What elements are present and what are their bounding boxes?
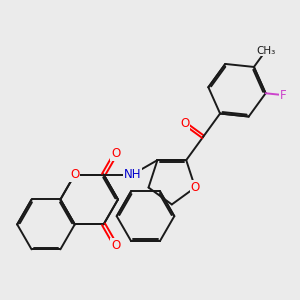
Text: NH: NH bbox=[124, 168, 141, 181]
Text: O: O bbox=[111, 239, 120, 252]
Text: O: O bbox=[180, 117, 189, 130]
Text: O: O bbox=[190, 181, 200, 194]
Text: CH₃: CH₃ bbox=[256, 46, 275, 56]
Text: O: O bbox=[70, 168, 80, 181]
Text: O: O bbox=[111, 147, 120, 160]
Text: F: F bbox=[280, 88, 286, 102]
